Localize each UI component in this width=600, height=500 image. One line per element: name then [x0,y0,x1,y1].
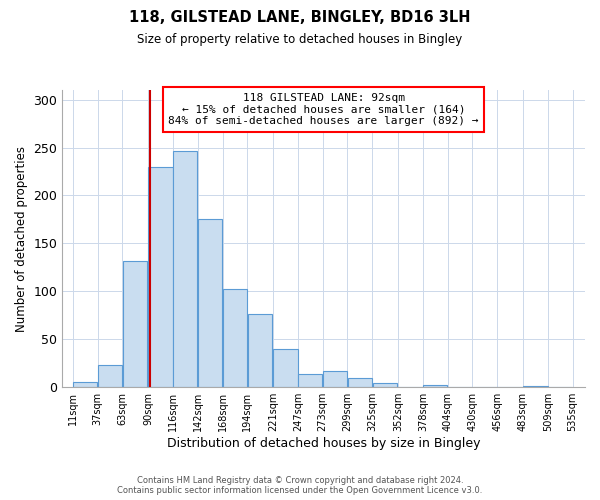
Bar [73,382,97,387]
Bar [373,384,397,387]
Bar [523,386,548,387]
Text: 118 GILSTEAD LANE: 92sqm
← 15% of detached houses are smaller (164)
84% of semi-: 118 GILSTEAD LANE: 92sqm ← 15% of detach… [169,93,479,126]
Text: Contains HM Land Registry data © Crown copyright and database right 2024.
Contai: Contains HM Land Registry data © Crown c… [118,476,482,495]
Bar [148,166,173,387]
X-axis label: Distribution of detached houses by size in Bingley: Distribution of detached houses by size … [167,437,481,450]
Bar [248,314,272,387]
Bar [173,152,197,387]
Bar [348,378,372,387]
Y-axis label: Number of detached properties: Number of detached properties [15,146,28,332]
Bar [98,365,122,387]
Text: Size of property relative to detached houses in Bingley: Size of property relative to detached ho… [137,32,463,46]
Bar [298,374,322,387]
Bar [122,260,147,387]
Bar [323,371,347,387]
Bar [198,220,222,387]
Text: 118, GILSTEAD LANE, BINGLEY, BD16 3LH: 118, GILSTEAD LANE, BINGLEY, BD16 3LH [129,10,471,25]
Bar [223,290,247,387]
Bar [274,349,298,387]
Bar [423,386,448,387]
